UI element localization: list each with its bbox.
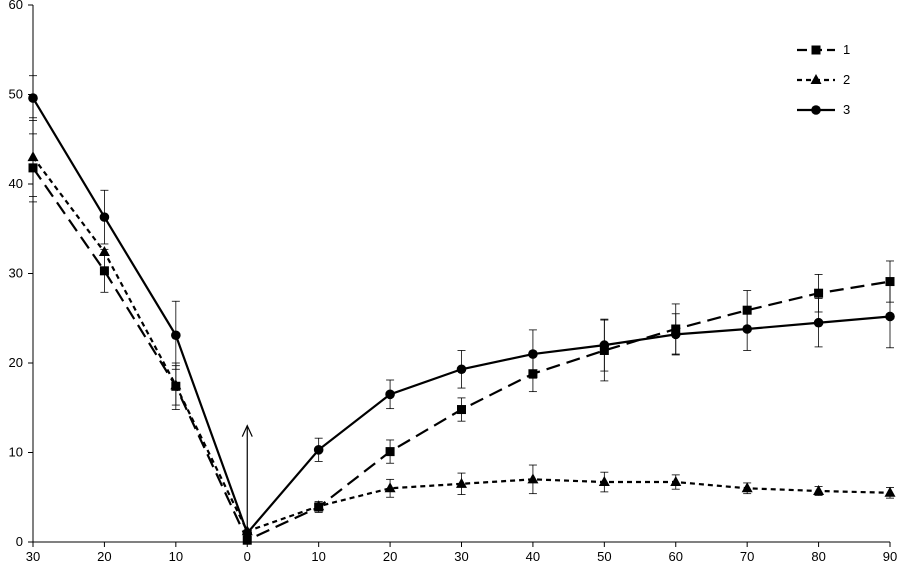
x-tick-label: 10 — [311, 549, 325, 564]
x-tick-label: 40 — [526, 549, 540, 564]
x-tick-label: 10 — [169, 549, 183, 564]
data-point-series-1 — [457, 405, 466, 415]
y-tick-label: 20 — [9, 355, 23, 370]
x-tick-label: 30 — [26, 549, 40, 564]
data-point-series-3 — [885, 311, 895, 322]
legend-marker-2 — [810, 74, 822, 84]
data-point-series-1 — [385, 447, 395, 457]
data-point-series-2 — [456, 477, 467, 488]
legend-label-2: 2 — [843, 72, 850, 87]
data-point-series-1 — [671, 324, 681, 334]
data-point-series-3 — [171, 330, 181, 341]
data-point-series-1 — [742, 305, 752, 315]
y-tick-label: 30 — [9, 266, 23, 281]
data-point-series-2 — [813, 484, 825, 495]
y-tick-label: 40 — [9, 176, 23, 191]
x-tick-label: 50 — [597, 549, 611, 564]
x-tick-label: 90 — [883, 549, 897, 564]
data-point-series-1 — [885, 277, 895, 287]
data-point-series-1 — [599, 345, 609, 355]
data-point-series-3 — [28, 93, 38, 103]
x-tick-label: 80 — [811, 549, 825, 564]
legend-marker-1 — [811, 45, 821, 55]
data-point-series-3 — [385, 389, 395, 400]
y-tick-label: 50 — [9, 87, 23, 102]
data-point-series-2 — [884, 486, 896, 497]
data-point-series-2 — [741, 482, 753, 493]
data-point-series-1 — [814, 288, 824, 298]
data-point-series-2 — [527, 473, 539, 484]
data-point-series-3 — [742, 324, 752, 334]
data-point-series-3 — [813, 317, 824, 328]
data-point-series-1 — [28, 163, 38, 173]
data-point-series-2 — [313, 500, 325, 511]
x-tick-label: 30 — [454, 549, 468, 564]
data-point-series-2 — [598, 476, 610, 487]
data-point-series-2 — [170, 379, 182, 390]
data-point-series-2 — [384, 482, 396, 493]
data-point-series-3 — [99, 212, 110, 222]
data-point-series-1 — [99, 266, 109, 276]
annotation-arrow-head — [241, 424, 253, 437]
x-tick-label: 20 — [97, 549, 111, 564]
data-point-series-3 — [670, 329, 681, 340]
legend-label-1: 1 — [843, 42, 850, 57]
data-point-series-3 — [599, 340, 610, 350]
series-line-3 — [32, 97, 891, 536]
x-tick-label: 70 — [740, 549, 754, 564]
data-point-series-2 — [670, 476, 682, 487]
data-point-series-1 — [528, 369, 538, 379]
y-tick-label: 10 — [9, 445, 23, 460]
data-point-series-2 — [27, 151, 39, 162]
x-tick-label: 60 — [669, 549, 683, 564]
y-tick-label: 60 — [9, 0, 23, 12]
x-tick-label: 0 — [244, 549, 251, 564]
legend-label-3: 3 — [843, 102, 850, 117]
x-tick-label: 20 — [383, 549, 397, 564]
data-point-series-3 — [528, 349, 538, 359]
data-point-series-3 — [456, 364, 467, 375]
data-point-series-3 — [313, 445, 324, 455]
y-tick-label: 0 — [16, 534, 23, 549]
data-point-series-2 — [98, 246, 110, 257]
legend-marker-3 — [811, 105, 821, 115]
